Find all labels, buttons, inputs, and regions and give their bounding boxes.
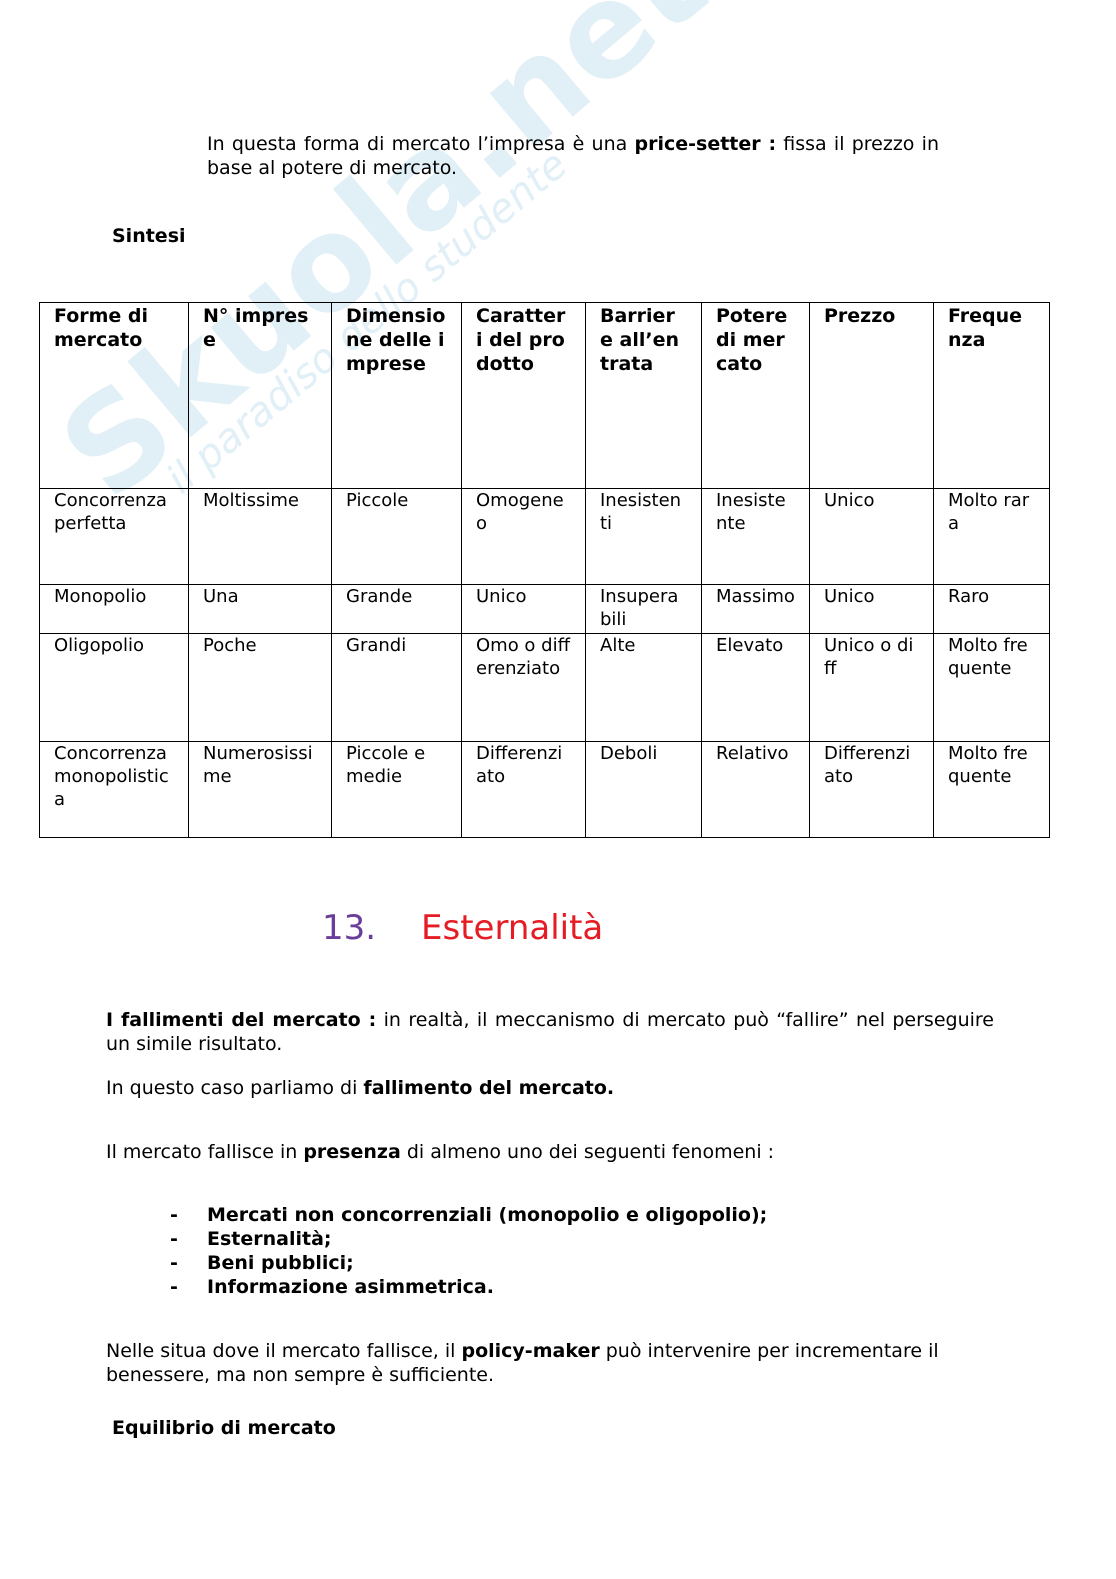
- table-cell: Numerosissime: [188, 741, 332, 838]
- text: In questa forma di mercato l’impresa è u…: [207, 133, 635, 155]
- text: di almeno uno dei seguenti fenomeni :: [400, 1141, 775, 1163]
- table-cell: Unico: [809, 488, 934, 585]
- list-item: - Esternalità;: [170, 1227, 767, 1251]
- table-cell: Poche: [188, 633, 332, 742]
- table-cell: Concorrenza perfetta: [39, 488, 189, 585]
- paragraph-caso: In questo caso parliamo di fallimento de…: [106, 1076, 994, 1100]
- table-cell: Elevato: [701, 633, 810, 742]
- phenomena-list: - Mercati non concorrenziali (monopolio e…: [170, 1203, 767, 1299]
- bullet: -: [170, 1252, 178, 1274]
- table-cell: Moltissime: [188, 488, 332, 585]
- column-header: Frequenza: [933, 302, 1050, 489]
- table-row: Oligopolio Poche Grandi Omo o differenziato…: [39, 633, 1050, 742]
- list-item-text: Beni pubblici;: [207, 1252, 354, 1274]
- list-item: - Informazione asimmetrica.: [170, 1275, 767, 1299]
- list-item: - Mercati non concorrenziali (monopolio e…: [170, 1203, 767, 1227]
- table-cell: Alte: [585, 633, 702, 742]
- table-cell: Differenziato: [461, 741, 586, 838]
- list-item-text: Esternalità;: [207, 1228, 332, 1250]
- column-header: Prezzo: [809, 302, 934, 489]
- bullet: -: [170, 1204, 178, 1226]
- market-forms-table: Forme di mercato N° imprese Dimensione del…: [39, 302, 1050, 838]
- list-item-text: Informazione asimmetrica.: [207, 1276, 494, 1298]
- list-item-text: Mercati non concorrenziali (monopolio e …: [207, 1204, 768, 1226]
- table-cell: Una: [188, 584, 332, 634]
- equilibrio-heading: Equilibrio di mercato: [112, 1417, 336, 1439]
- table-cell: Unico: [461, 584, 586, 634]
- bold-text: I fallimenti del mercato :: [106, 1009, 377, 1031]
- bold-text: fallimento del mercato.: [363, 1077, 615, 1099]
- table-row: Concorrenza monopolistica Numerosissime Pi…: [39, 741, 1050, 838]
- table-cell: Piccole e medie: [331, 741, 462, 838]
- table-cell: Massimo: [701, 584, 810, 634]
- column-header: Forme di mercato: [39, 302, 189, 489]
- table-cell: Raro: [933, 584, 1050, 634]
- bullet: -: [170, 1276, 178, 1298]
- table-cell: Monopolio: [39, 584, 189, 634]
- list-item: - Beni pubblici;: [170, 1251, 767, 1275]
- bold-text: presenza: [303, 1141, 401, 1163]
- column-header: Caratteri del prodotto: [461, 302, 586, 489]
- table-cell: Molto frequente: [933, 741, 1050, 838]
- bold-text: price-setter :: [634, 133, 777, 155]
- table-cell: Differenziato: [809, 741, 934, 838]
- section-title: Esternalità: [421, 908, 604, 948]
- table-cell: Piccole: [331, 488, 462, 585]
- section-number: 13.: [322, 908, 377, 948]
- table-cell: Omo o differenziato: [461, 633, 586, 742]
- table-cell: Unico o diff: [809, 633, 934, 742]
- text: fissa il prezzo in base al potere di mer…: [207, 133, 939, 179]
- paragraph-fallisce: Il mercato fallisce in presenza di almen…: [106, 1140, 994, 1164]
- section-heading: 13. Esternalità: [322, 908, 603, 948]
- paragraph-policy: Nelle situa dove il mercato fallisce, il…: [106, 1339, 996, 1387]
- text: in realtà, il meccanismo di mercato può …: [106, 1009, 994, 1055]
- table-cell: Grandi: [331, 633, 462, 742]
- table-cell: Molto rara: [933, 488, 1050, 585]
- table-cell: Molto frequente: [933, 633, 1050, 742]
- table-cell: Concorrenza monopolistica: [39, 741, 189, 838]
- text: può intervenire per incrementare il bene…: [106, 1340, 939, 1386]
- table-cell: Grande: [331, 584, 462, 634]
- table-cell: Inesistente: [701, 488, 810, 585]
- table-header-row: Forme di mercato N° imprese Dimensione del…: [39, 302, 1050, 489]
- text: Nelle situa dove il mercato fallisce, il: [106, 1340, 462, 1362]
- text: Il mercato fallisce in: [106, 1141, 304, 1163]
- table-row: Concorrenza perfetta Moltissime Piccole Omo…: [39, 488, 1050, 585]
- table-cell: Insuperabili: [585, 584, 702, 634]
- text: In questo caso parliamo di: [106, 1077, 364, 1099]
- table-cell: Unico: [809, 584, 934, 634]
- column-header: Potere di mercato: [701, 302, 810, 489]
- table-cell: Inesistenti: [585, 488, 702, 585]
- column-header: Barriere all’entrata: [585, 302, 702, 489]
- intro-paragraph: In questa forma di mercato l’impresa è u…: [207, 132, 939, 180]
- column-header: N° imprese: [188, 302, 332, 489]
- table-cell: Omogeneo: [461, 488, 586, 585]
- sintesi-heading: Sintesi: [112, 225, 186, 247]
- table-row: Monopolio Una Grande Unico Insuperabili Massi…: [39, 584, 1050, 634]
- paragraph-fallimenti: I fallimenti del mercato : in realtà, il…: [106, 1008, 994, 1056]
- column-header: Dimensione delle imprese: [331, 302, 462, 489]
- table-cell: Deboli: [585, 741, 702, 838]
- bullet: -: [170, 1228, 178, 1250]
- bold-text: policy-maker: [461, 1340, 600, 1362]
- table-cell: Relativo: [701, 741, 810, 838]
- table-cell: Oligopolio: [39, 633, 189, 742]
